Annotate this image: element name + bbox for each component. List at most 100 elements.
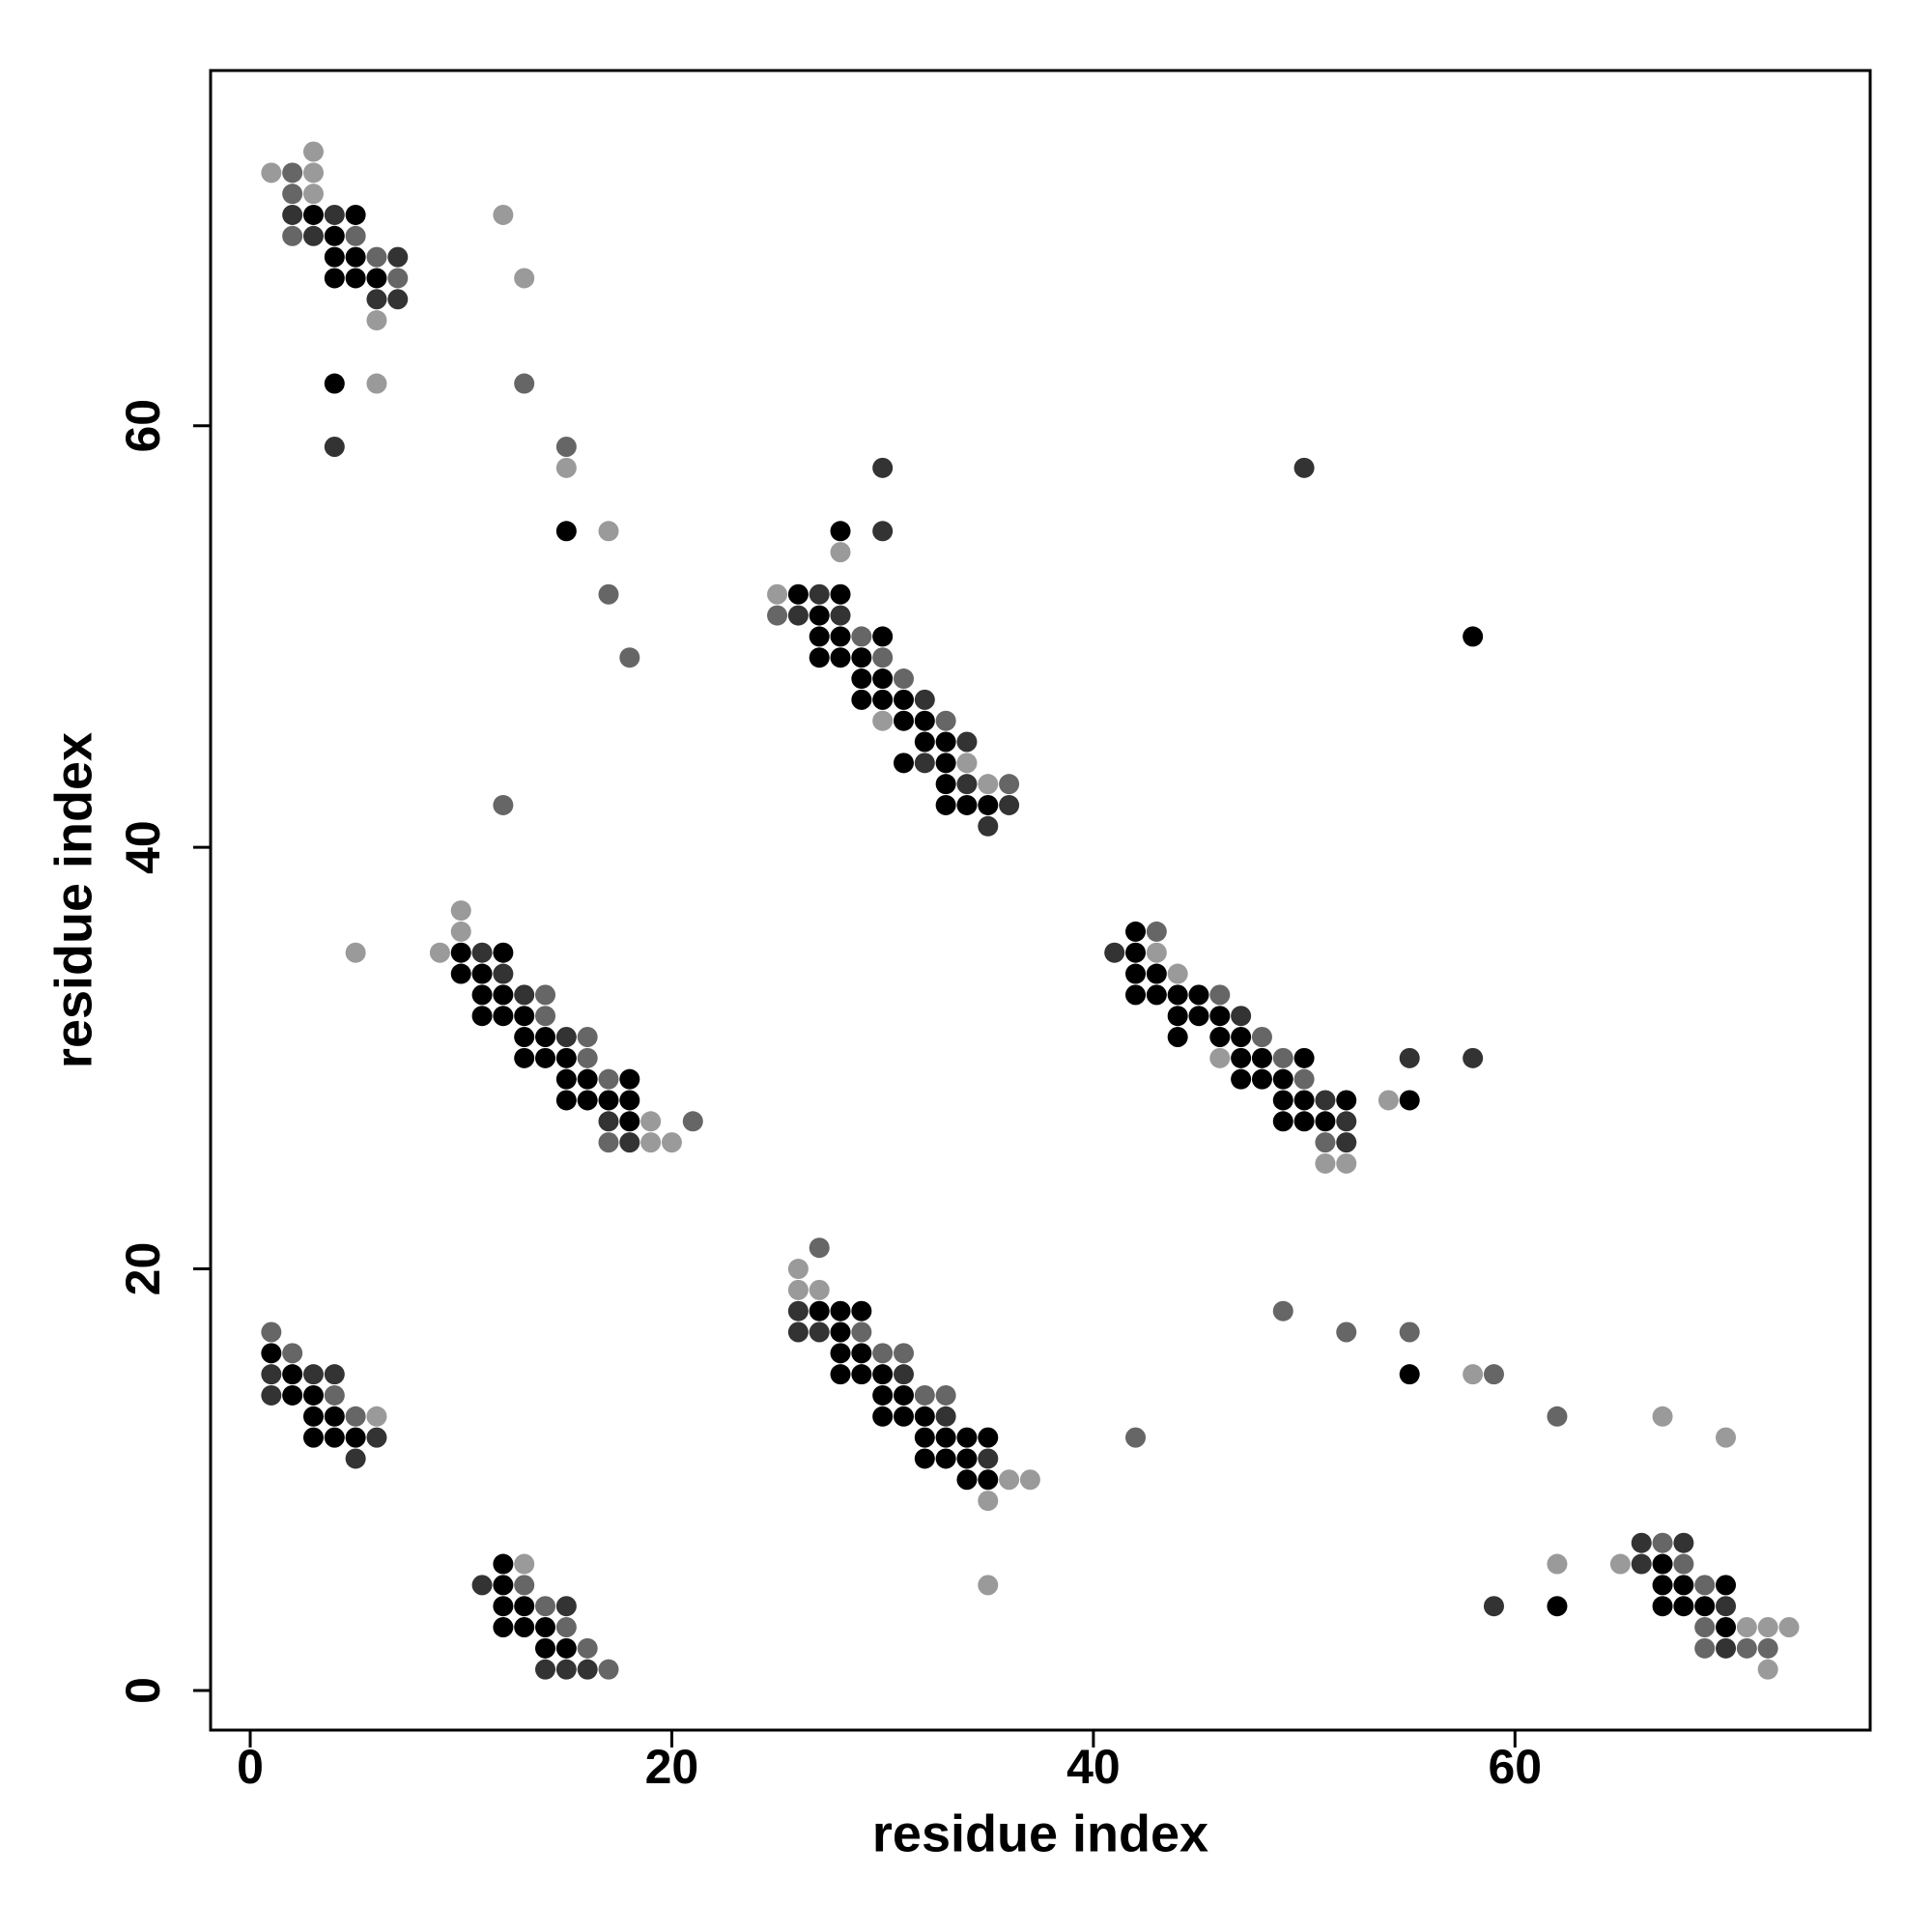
y-tick-label: 40 bbox=[116, 820, 170, 874]
point bbox=[493, 1006, 514, 1027]
point bbox=[999, 1469, 1020, 1491]
point bbox=[893, 668, 914, 690]
point bbox=[345, 1406, 366, 1427]
point bbox=[872, 1384, 894, 1406]
point bbox=[914, 1384, 935, 1406]
point bbox=[493, 942, 514, 963]
point bbox=[324, 437, 345, 458]
point bbox=[1125, 963, 1147, 984]
point bbox=[640, 1132, 662, 1153]
y-tick-label: 60 bbox=[116, 399, 170, 453]
point bbox=[851, 1364, 872, 1385]
point bbox=[851, 1300, 872, 1321]
point bbox=[1336, 1132, 1357, 1153]
point bbox=[830, 1364, 851, 1385]
point bbox=[1673, 1575, 1694, 1596]
point bbox=[914, 689, 935, 710]
point bbox=[261, 1364, 282, 1385]
point bbox=[577, 1659, 598, 1680]
point bbox=[978, 1575, 999, 1596]
point bbox=[302, 1364, 324, 1385]
point bbox=[282, 1364, 303, 1385]
point bbox=[324, 225, 345, 246]
point bbox=[577, 1047, 598, 1068]
point bbox=[935, 1427, 956, 1448]
point bbox=[555, 1596, 577, 1617]
point bbox=[450, 963, 471, 984]
point bbox=[1547, 1596, 1568, 1617]
point bbox=[598, 583, 619, 605]
point bbox=[1336, 1321, 1357, 1343]
point bbox=[872, 457, 894, 478]
point bbox=[1315, 1111, 1336, 1132]
point bbox=[830, 1300, 851, 1321]
point bbox=[1272, 1090, 1293, 1111]
point bbox=[935, 794, 956, 815]
point bbox=[450, 921, 471, 942]
point bbox=[302, 204, 324, 225]
point bbox=[809, 1237, 830, 1259]
point bbox=[872, 668, 894, 690]
point bbox=[345, 204, 366, 225]
point bbox=[1694, 1637, 1716, 1659]
point bbox=[282, 225, 303, 246]
point bbox=[555, 1659, 577, 1680]
point bbox=[345, 225, 366, 246]
point bbox=[1315, 1090, 1336, 1111]
point bbox=[366, 268, 387, 289]
point bbox=[1146, 963, 1167, 984]
point bbox=[493, 963, 514, 984]
point bbox=[1652, 1532, 1673, 1553]
point bbox=[302, 184, 324, 205]
point bbox=[577, 1090, 598, 1111]
point bbox=[956, 753, 978, 774]
point bbox=[1652, 1406, 1673, 1427]
point bbox=[619, 647, 640, 668]
point bbox=[872, 1343, 894, 1364]
point bbox=[956, 1448, 978, 1469]
point bbox=[324, 246, 345, 268]
point bbox=[767, 605, 788, 626]
point bbox=[1757, 1617, 1778, 1638]
point bbox=[282, 184, 303, 205]
x-tick-label: 0 bbox=[237, 1740, 264, 1794]
point bbox=[893, 1384, 914, 1406]
point bbox=[324, 1364, 345, 1385]
point bbox=[1167, 984, 1188, 1006]
point bbox=[1673, 1596, 1694, 1617]
point bbox=[261, 162, 282, 184]
point bbox=[1673, 1553, 1694, 1575]
point bbox=[514, 1575, 535, 1596]
point bbox=[1315, 1152, 1336, 1174]
point bbox=[1463, 1047, 1484, 1068]
point bbox=[1019, 1469, 1040, 1491]
point bbox=[956, 1427, 978, 1448]
point bbox=[387, 268, 409, 289]
point bbox=[366, 310, 387, 331]
point bbox=[809, 1321, 830, 1343]
point bbox=[978, 1491, 999, 1512]
point bbox=[999, 794, 1020, 815]
point bbox=[282, 1343, 303, 1364]
point bbox=[619, 1068, 640, 1090]
point bbox=[345, 268, 366, 289]
point bbox=[1188, 1006, 1209, 1027]
point bbox=[809, 1300, 830, 1321]
point bbox=[1293, 457, 1315, 478]
point bbox=[1251, 1047, 1272, 1068]
point bbox=[1399, 1364, 1420, 1385]
point bbox=[471, 963, 493, 984]
point bbox=[514, 984, 535, 1006]
point bbox=[872, 647, 894, 668]
point bbox=[1146, 921, 1167, 942]
point bbox=[1272, 1300, 1293, 1321]
point bbox=[830, 626, 851, 647]
point bbox=[514, 1596, 535, 1617]
point bbox=[598, 1068, 619, 1090]
point bbox=[1209, 1006, 1231, 1027]
point bbox=[555, 457, 577, 478]
point bbox=[935, 731, 956, 753]
point bbox=[1125, 942, 1147, 963]
point bbox=[893, 1343, 914, 1364]
point bbox=[978, 794, 999, 815]
